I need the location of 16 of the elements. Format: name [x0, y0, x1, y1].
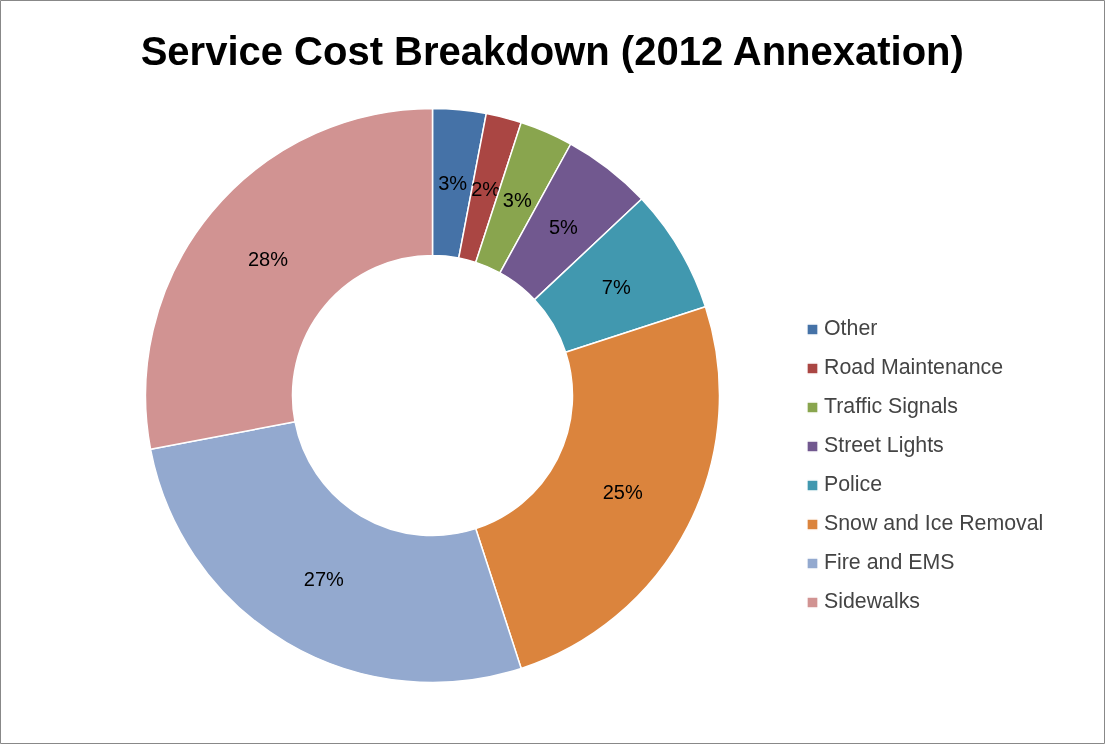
chart-title: Service Cost Breakdown (2012 Annexation): [140, 28, 964, 73]
legend-label: Fire and EMS: [824, 550, 955, 575]
data-label: 7%: [601, 275, 631, 298]
legend-label: Snow and Ice Removal: [824, 511, 1044, 536]
legend-label: Other: [824, 316, 878, 341]
data-label: 3%: [502, 188, 532, 211]
legend-label: Street Lights: [824, 433, 944, 458]
legend-label: Road Maintenance: [824, 355, 1004, 380]
legend-label: Police: [824, 472, 883, 497]
legend-label: Traffic Signals: [824, 394, 958, 419]
data-label: 27%: [303, 568, 345, 591]
data-label: 5%: [548, 215, 579, 238]
data-label: 3%: [438, 171, 468, 194]
data-label: 28%: [247, 248, 289, 271]
data-label: 25%: [602, 481, 643, 504]
legend-label: Sidewalks: [824, 589, 921, 614]
